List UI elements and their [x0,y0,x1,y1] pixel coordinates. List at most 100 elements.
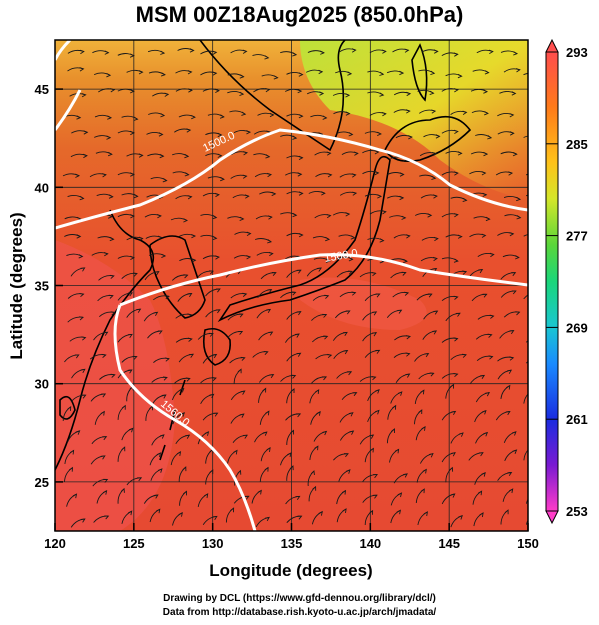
height-contours [55,40,528,531]
streamline-arrow [83,130,89,135]
streamline-arrow [534,292,538,295]
streamline-arrow [239,74,245,79]
streamline-arrow [239,413,245,418]
streamline-arrow [536,74,540,78]
streamline-arrow [178,511,183,517]
streamline-arrow [246,231,252,236]
streamline-arrow [241,111,247,116]
streamline-arrow [79,49,85,55]
streamline-arrow [540,312,544,315]
streamline-arrow [489,314,495,319]
streamline-arrow [109,236,115,242]
streamline-arrow [80,518,86,523]
streamline-arrow [541,269,545,272]
streamline-arrow [298,155,304,161]
streamline-arrow [243,434,248,439]
streamline-arrow [106,135,112,140]
streamline-arrow [453,372,459,378]
streamline-arrow [264,55,270,60]
streamline-arrow [101,353,107,358]
streamline-arrow [186,128,192,133]
streamline-arrow [314,445,319,451]
streamline-arrow [262,387,267,393]
streamline-arrow [213,412,219,417]
streamline-arrow [215,192,220,198]
streamline-arrow [408,135,413,140]
streamline-arrow [381,49,387,54]
streamline-arrow [536,234,540,238]
streamline-arrow [265,87,271,93]
streamline-arrow [244,194,250,199]
streamline-arrow [246,255,252,260]
streamline-arrow [352,392,358,397]
streamline-arrow [482,192,488,198]
streamline-arrow [508,171,514,176]
streamline-arrow [322,430,328,436]
streamline-arrow [351,173,357,178]
streamline [523,294,528,300]
streamline-arrow [76,234,82,239]
streamline-arrow [485,216,491,222]
streamline [529,475,542,485]
colorbar: 293 285 277 269 261 253 [545,38,588,525]
streamline-arrow [239,91,245,97]
streamline-arrow [345,93,351,98]
streamline-arrow [191,258,197,263]
coast-taiwan [59,395,76,420]
streamline-arrow [477,490,483,496]
streamline-arrow [346,469,351,474]
coast-korea [149,235,206,319]
streamline-arrow [373,474,379,479]
coast-sakhalin [411,43,428,102]
streamline-arrow [453,52,459,57]
streamline-arrow [432,268,438,273]
streamline-arrow [511,91,517,96]
streamline-arrow [427,293,433,298]
y-tick-label: 35 [35,279,49,294]
streamline [525,519,528,525]
streamline-arrow [432,194,438,199]
streamline-arrow [129,53,135,58]
streamline-arrow [312,485,317,491]
streamline-arrow [127,369,133,374]
streamline-arrow [75,173,81,178]
colorbar-label: 277 [566,229,588,244]
streamline [529,375,544,380]
streamline-arrow [487,135,493,140]
streamline-arrow [242,292,248,297]
streamline-arrow [138,153,144,158]
streamline-arrow [369,509,374,515]
streamline-arrow [159,434,165,439]
streamline-arrow [273,75,279,80]
streamline-arrow [297,88,303,94]
streamline-arrow [101,393,107,398]
streamline-arrow [107,115,113,120]
x-tick-label: 125 [123,536,145,551]
streamline-arrow [187,313,193,318]
streamline-arrow [515,311,521,316]
streamline-arrow [455,312,461,317]
streamline-arrow [516,196,522,202]
streamline-arrow [453,337,459,342]
streamline-arrow [240,356,246,361]
y-axis-label: Latitude (degrees) [7,212,26,359]
streamline-arrow [401,271,407,276]
streamline-arrow [322,115,328,120]
streamline-arrow [212,215,218,220]
streamline-arrow [405,234,411,239]
streamline-arrow [512,449,518,454]
streamline-arrow [481,171,487,176]
credit-drawing: Drawing by DCL (https://www.gfd-dennou.o… [163,593,436,604]
streamline-arrow [422,468,427,474]
streamline-arrow [209,270,214,275]
streamline-arrow [371,271,377,277]
streamline-arrow [102,436,108,441]
streamline-arrow [326,151,332,156]
streamline-arrow [267,172,273,178]
streamline-arrow [238,330,244,335]
streamline-arrow [324,294,330,299]
streamline-arrow [191,233,197,239]
streamline-arrow [453,171,459,176]
streamline-arrow [394,448,400,454]
streamline-arrow [209,469,214,475]
